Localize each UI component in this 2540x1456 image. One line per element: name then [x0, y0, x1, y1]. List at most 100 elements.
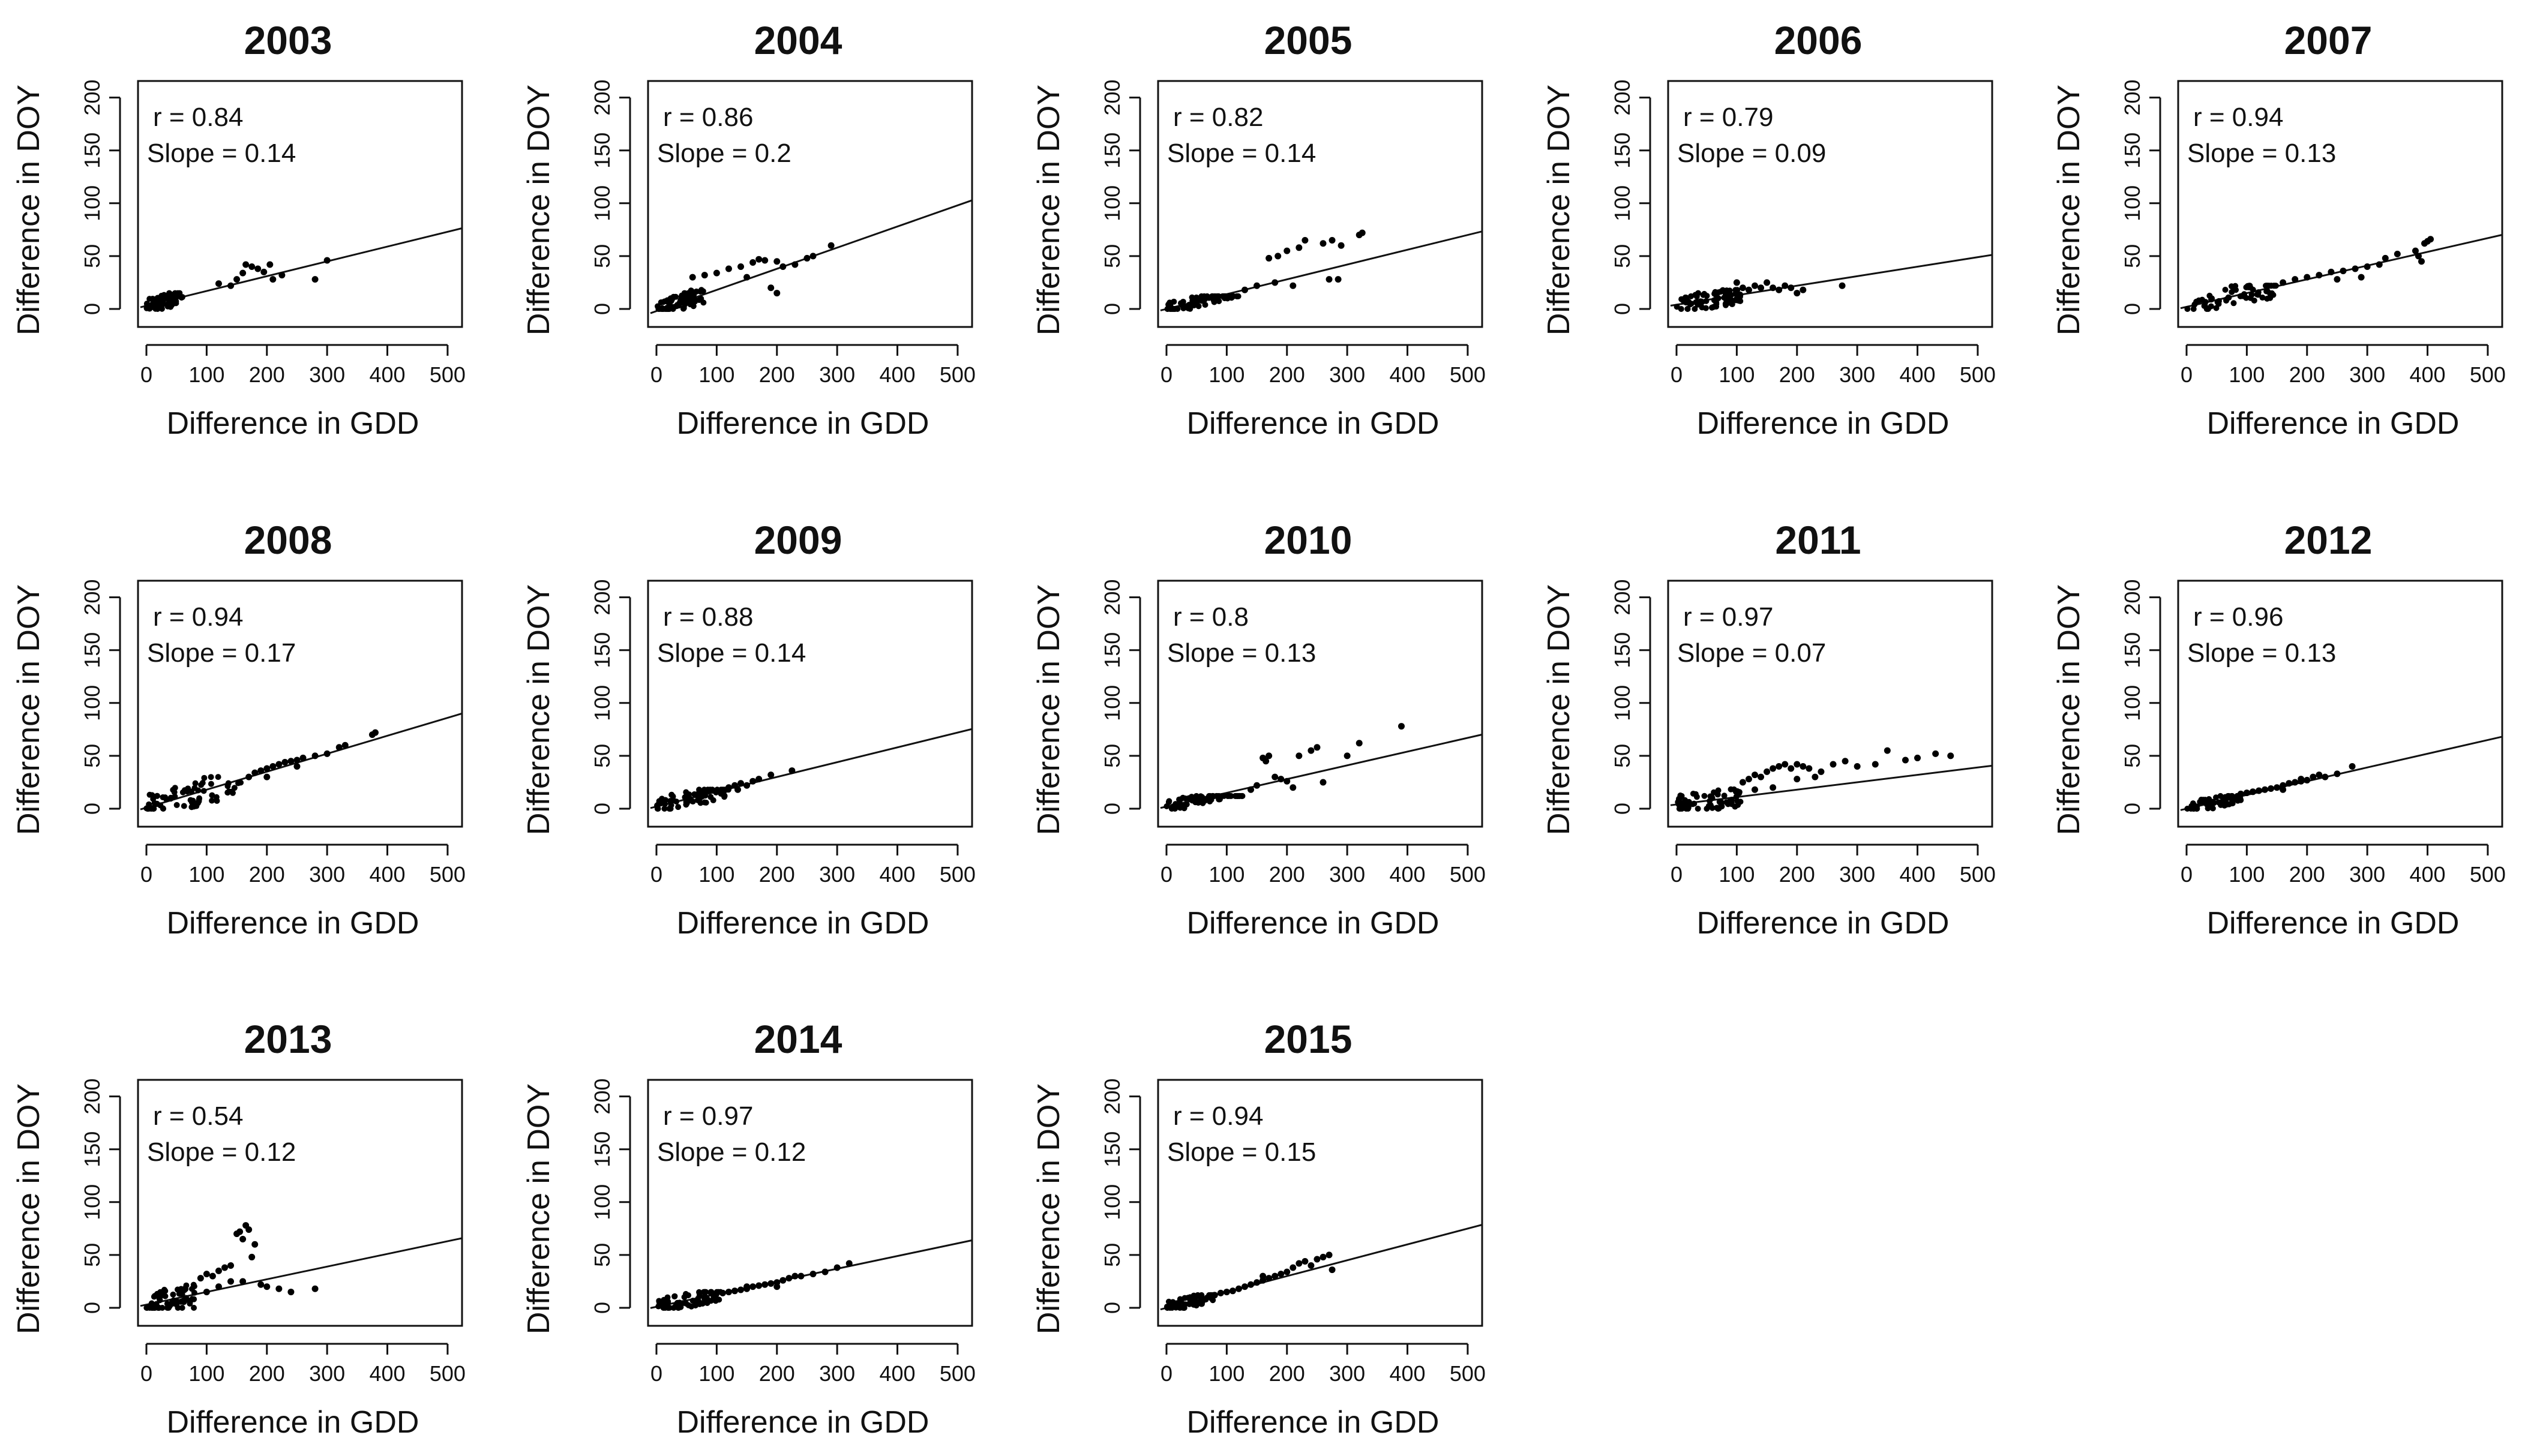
data-point: [1752, 786, 1758, 793]
data-point: [287, 1289, 295, 1296]
data-point: [1932, 750, 1939, 757]
data-point: [1329, 236, 1336, 244]
data-point: [1177, 801, 1183, 807]
x-tick-label: 400: [369, 362, 405, 387]
data-point: [1701, 792, 1708, 799]
data-point: [693, 288, 700, 295]
data-point: [1314, 744, 1321, 751]
data-point: [2226, 801, 2232, 807]
y-axis-label: Difference in DOY: [1542, 85, 1576, 335]
data-point: [1173, 1300, 1180, 1307]
data-point: [1335, 276, 1342, 283]
data-point: [1238, 792, 1245, 799]
data-point: [1181, 1295, 1188, 1301]
y-tick-label: 150: [1100, 1131, 1124, 1167]
data-point: [1678, 306, 1684, 312]
data-point: [197, 1275, 204, 1282]
data-point: [688, 1303, 695, 1310]
data-point: [1247, 1281, 1255, 1288]
data-point: [233, 276, 241, 283]
data-point: [1695, 301, 1701, 308]
data-point: [214, 797, 220, 804]
data-point: [2271, 283, 2278, 289]
plot-frame: [647, 1079, 973, 1327]
x-tick-label: 300: [819, 1361, 855, 1386]
data-point: [299, 754, 307, 761]
y-tick-label: 200: [1100, 80, 1124, 116]
data-point: [2243, 789, 2250, 797]
slope-annotation: Slope = 0.07: [1677, 638, 1826, 668]
data-point: [1782, 282, 1789, 289]
data-point: [224, 783, 231, 789]
x-tick-label: 400: [2409, 362, 2445, 387]
data-point: [1189, 1301, 1195, 1307]
data-point: [1722, 302, 1729, 308]
data-point: [683, 801, 689, 808]
y-tick-label: 200: [1100, 1079, 1124, 1115]
data-point: [689, 274, 696, 281]
data-point: [167, 298, 174, 304]
data-point: [239, 1278, 247, 1285]
data-point: [1788, 284, 1795, 292]
data-point: [266, 261, 274, 268]
y-tick-label: 50: [2120, 744, 2145, 768]
data-point: [195, 787, 202, 794]
data-point: [1284, 777, 1291, 785]
data-point: [737, 780, 745, 787]
data-point: [1265, 254, 1273, 262]
data-point: [1329, 1266, 1336, 1274]
data-point: [1221, 295, 1228, 302]
panel-2011: 2011 0 100 200 300 400 500 Difference in GDD 0 50…: [1542, 518, 1996, 941]
y-tick-label: 150: [80, 632, 104, 668]
panel-2006: 2006 0 100 200 300 400 500 Difference in GDD 0 50…: [1542, 18, 1996, 441]
data-point: [172, 290, 178, 296]
data-point: [1259, 1272, 1267, 1280]
data-point: [1758, 284, 1765, 292]
data-point: [1684, 305, 1691, 312]
data-point: [227, 1262, 235, 1269]
x-tick-label: 100: [698, 1361, 734, 1386]
data-point: [1693, 794, 1700, 800]
y-tick-label: 100: [1100, 185, 1124, 221]
data-point: [2316, 272, 2323, 279]
y-tick-label: 100: [1610, 685, 1635, 721]
y-tick-label: 0: [1100, 303, 1124, 315]
data-point: [664, 1303, 670, 1310]
data-point: [700, 299, 707, 306]
panel-2007: 2007 0 100 200 300 400 500 Difference in GDD 0 50…: [2052, 18, 2506, 441]
y-tick-label: 50: [1100, 1243, 1124, 1267]
y-tick-label: 100: [590, 1184, 614, 1220]
data-point: [1710, 304, 1717, 310]
y-tick-label: 200: [1610, 80, 1635, 116]
data-point: [263, 1283, 271, 1290]
data-point: [215, 1267, 222, 1274]
data-point: [1241, 1283, 1248, 1290]
y-tick-label: 100: [590, 185, 614, 221]
data-point: [683, 290, 690, 297]
data-point: [323, 257, 331, 264]
data-point: [144, 806, 151, 812]
data-point: [251, 769, 259, 776]
data-point: [162, 794, 169, 801]
data-point: [1278, 1271, 1285, 1278]
data-point: [1692, 306, 1698, 312]
data-point: [287, 758, 295, 765]
data-point: [2268, 785, 2275, 792]
x-tick-label: 400: [369, 862, 405, 887]
data-point: [2427, 236, 2434, 243]
data-point: [809, 1271, 817, 1278]
data-point: [690, 299, 697, 306]
data-point: [311, 1285, 319, 1292]
data-point: [248, 1253, 256, 1260]
x-tick-label: 200: [1779, 862, 1815, 887]
data-point: [173, 1298, 180, 1304]
y-tick-label: 100: [2120, 185, 2145, 221]
data-point: [1168, 306, 1174, 312]
data-point: [180, 1298, 187, 1304]
data-point: [1692, 292, 1699, 298]
panel-2003: 2003 0 100 200 300 400 500 Difference in GDD 0 50…: [11, 18, 466, 441]
data-point: [2298, 776, 2305, 783]
data-point: [668, 802, 674, 809]
regression-line: [140, 1237, 462, 1307]
y-tick-label: 50: [1100, 244, 1124, 268]
